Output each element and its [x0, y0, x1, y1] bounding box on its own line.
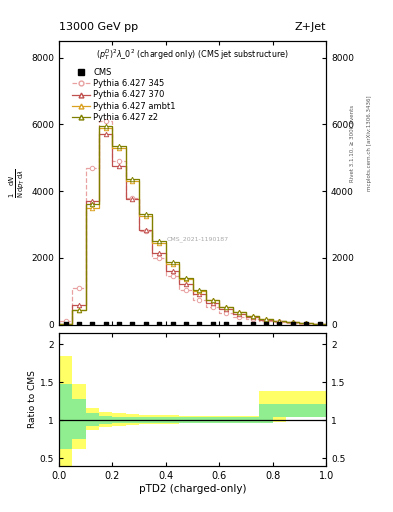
Bar	[259, 392, 273, 423]
Bar	[206, 416, 219, 423]
Bar	[193, 417, 206, 422]
Bar	[313, 392, 326, 411]
Bar	[112, 417, 126, 423]
Point	[276, 320, 283, 328]
Text: Rivet 3.1.10, ≥ 300k events: Rivet 3.1.10, ≥ 300k events	[350, 105, 355, 182]
Bar	[86, 414, 99, 426]
Bar	[72, 399, 86, 439]
Bar	[233, 417, 246, 422]
Bar	[206, 417, 219, 422]
Text: CMS_2021-1190187: CMS_2021-1190187	[167, 237, 229, 242]
Text: 13000 GeV pp: 13000 GeV pp	[59, 23, 138, 32]
Bar	[246, 416, 259, 423]
Bar	[219, 416, 233, 423]
Bar	[286, 392, 299, 411]
Bar	[126, 417, 139, 422]
Point	[143, 320, 149, 328]
Bar	[286, 403, 299, 417]
Y-axis label: Ratio to CMS: Ratio to CMS	[28, 371, 37, 429]
Bar	[152, 417, 166, 422]
Point	[156, 320, 162, 328]
Point	[236, 320, 242, 328]
Bar	[99, 412, 112, 427]
Point	[169, 320, 176, 328]
Bar	[152, 415, 166, 424]
Point	[209, 320, 216, 328]
Point	[290, 320, 296, 328]
Bar	[99, 416, 112, 424]
Point	[116, 320, 122, 328]
Bar	[72, 384, 86, 449]
Point	[183, 320, 189, 328]
Bar	[179, 417, 193, 422]
Bar	[139, 417, 152, 422]
Bar	[259, 403, 273, 422]
Bar	[273, 392, 286, 422]
Bar	[166, 417, 179, 422]
Bar	[219, 417, 233, 422]
Bar	[193, 416, 206, 423]
Point	[62, 320, 69, 328]
Bar	[299, 392, 313, 411]
Point	[76, 320, 82, 328]
Bar	[139, 415, 152, 424]
Legend: CMS, Pythia 6.427 345, Pythia 6.427 370, Pythia 6.427 ambt1, Pythia 6.427 z2: CMS, Pythia 6.427 345, Pythia 6.427 370,…	[68, 65, 179, 125]
Point	[129, 320, 136, 328]
Bar	[126, 414, 139, 425]
Bar	[299, 403, 313, 417]
Bar	[233, 416, 246, 423]
Text: Z+Jet: Z+Jet	[295, 23, 326, 32]
Text: mcplots.cern.ch [arXiv:1306.3436]: mcplots.cern.ch [arXiv:1306.3436]	[367, 96, 373, 191]
Point	[103, 320, 109, 328]
Bar	[179, 416, 193, 423]
Bar	[86, 408, 99, 430]
Point	[303, 320, 309, 328]
Bar	[59, 356, 72, 467]
Y-axis label: $\frac{1}{\mathrm{N}}\frac{\mathrm{d}N}{\mathrm{d}p_T\,\mathrm{d}\lambda}$: $\frac{1}{\mathrm{N}}\frac{\mathrm{d}N}{…	[7, 168, 27, 198]
Point	[89, 320, 95, 328]
Bar	[59, 384, 72, 449]
Point	[223, 320, 229, 328]
Bar	[246, 417, 259, 422]
X-axis label: pTD2 (charged-only): pTD2 (charged-only)	[139, 483, 246, 494]
Bar	[313, 403, 326, 417]
Point	[263, 320, 269, 328]
Point	[250, 320, 256, 328]
Bar	[112, 414, 126, 425]
Point	[196, 320, 202, 328]
Point	[316, 320, 323, 328]
Text: $(p_T^D)^2\lambda\_0^2$ (charged only) (CMS jet substructure): $(p_T^D)^2\lambda\_0^2$ (charged only) (…	[96, 47, 289, 61]
Bar	[166, 415, 179, 424]
Bar	[273, 403, 286, 417]
